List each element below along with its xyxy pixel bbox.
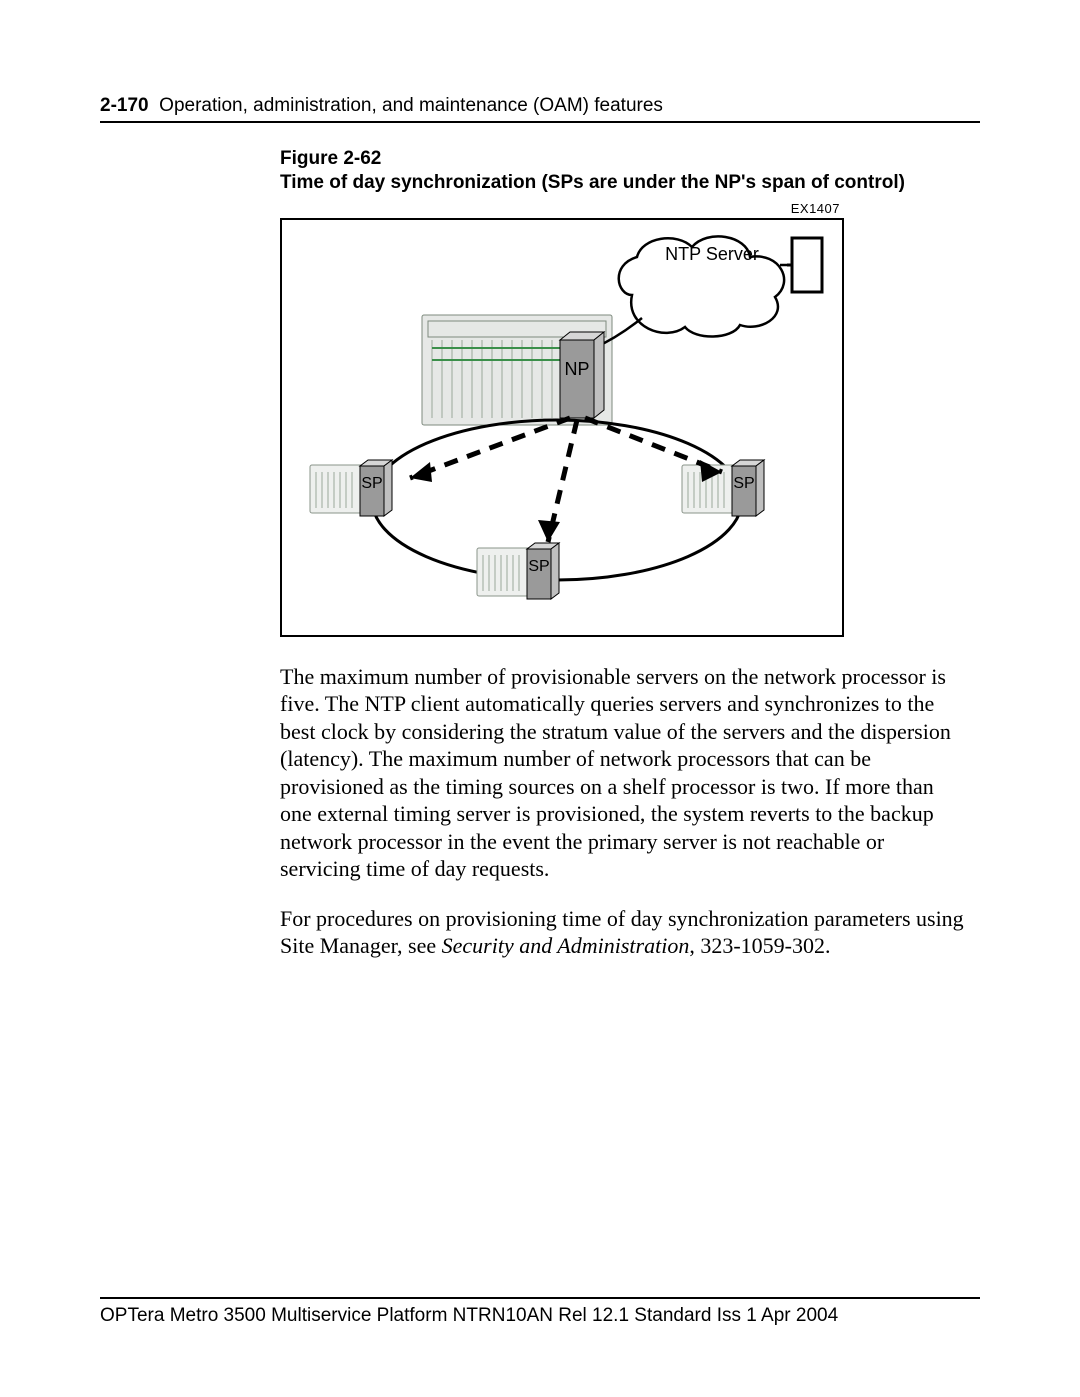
ntp-server-label: NTP Server: [665, 244, 759, 264]
figure-box: NTP Server: [280, 218, 844, 637]
figure-reference: EX1407: [280, 201, 840, 216]
sp-left-processor-icon: SP: [360, 460, 392, 516]
cloud-icon: NTP Server: [619, 236, 784, 336]
body-p2-italic: Security and Administration: [442, 933, 690, 958]
np-label: NP: [564, 359, 589, 379]
body-paragraph-1: The maximum number of provisionable serv…: [280, 663, 970, 883]
page-footer: OPTera Metro 3500 Multiservice Platform …: [100, 1297, 980, 1327]
content-column: Figure 2-62 Time of day synchronization …: [280, 147, 970, 960]
sp-bottom-label: SP: [528, 558, 549, 575]
page: 2-170 Operation, administration, and mai…: [0, 0, 1080, 1397]
sp-left-label: SP: [361, 475, 382, 492]
running-header: 2-170 Operation, administration, and mai…: [100, 95, 980, 123]
body-p2-post: , 323-1059-302.: [689, 933, 830, 958]
footer-line: OPTera Metro 3500 Multiservice Platform …: [100, 1305, 838, 1326]
sp-right-processor-icon: SP: [732, 460, 764, 516]
figure-svg: NTP Server: [282, 220, 842, 635]
np-links: [410, 418, 722, 542]
np-processor-icon: NP: [560, 332, 604, 418]
section-title: Operation, administration, and maintenan…: [159, 95, 663, 116]
ntp-host-icon: [787, 238, 822, 292]
sp-right-label: SP: [733, 475, 754, 492]
body-paragraph-2: For procedures on provisioning time of d…: [280, 905, 970, 960]
figure-caption: Figure 2-62 Time of day synchronization …: [280, 147, 970, 195]
page-number: 2-170: [100, 95, 149, 116]
figure-title: Time of day synchronization (SPs are und…: [280, 172, 905, 193]
sp-bottom-processor-icon: SP: [527, 543, 559, 599]
figure-number: Figure 2-62: [280, 148, 381, 169]
